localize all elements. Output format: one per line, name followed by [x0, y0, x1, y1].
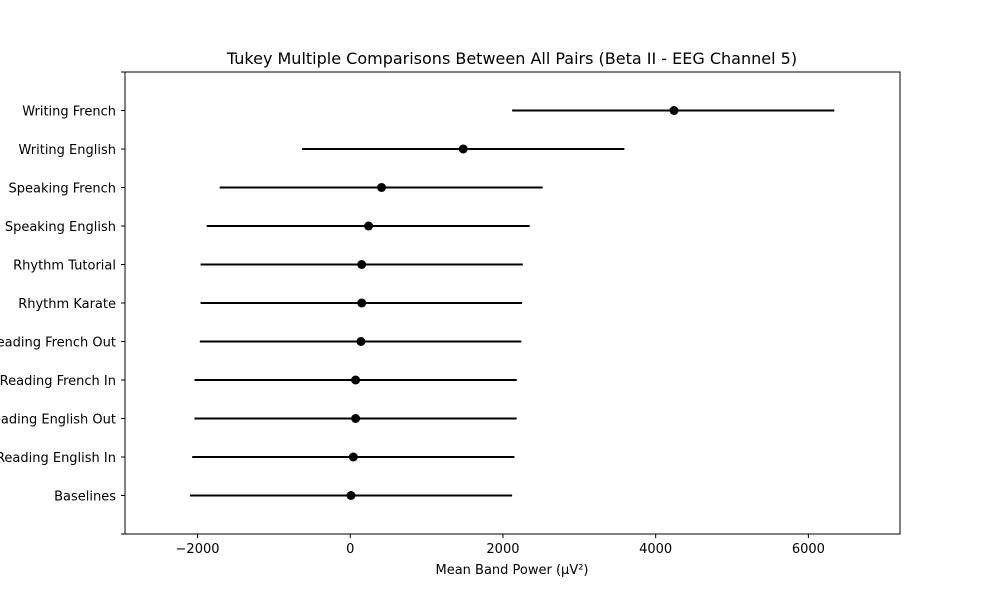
mean-point — [356, 337, 366, 346]
mean-point — [458, 144, 468, 154]
plot-frame — [124, 71, 901, 535]
y-tick-label: Reading French Out — [0, 336, 116, 351]
chart-title: Tukey Multiple Comparisons Between All P… — [226, 49, 797, 68]
y-tick-label: Rhythm Tutorial — [13, 259, 116, 274]
mean-point — [357, 260, 367, 269]
x-tick-label: 0 — [346, 542, 354, 557]
mean-point — [357, 298, 367, 308]
mean-point — [351, 414, 361, 423]
y-tick-label: Reading French In — [0, 374, 116, 389]
mean-point — [348, 452, 358, 462]
x-tick-label: 2000 — [486, 542, 519, 557]
y-tick-label: Reading English Out — [0, 413, 116, 428]
x-tick-label: −2000 — [176, 542, 220, 557]
mean-point — [669, 106, 679, 115]
mean-point — [377, 183, 387, 192]
y-tick-label: Writing English — [19, 143, 117, 158]
y-tick-label: Reading English In — [0, 451, 116, 466]
y-tick-label: Writing French — [22, 105, 116, 120]
x-axis-label: Mean Band Power (µV²) — [435, 563, 588, 578]
axis-ticks: −2000 0 2000 4000 6000 Writing French Writing … — [0, 71, 825, 557]
chart-marks — [189, 106, 835, 500]
x-tick-label: 6000 — [792, 542, 825, 557]
y-tick-label: Rhythm Karate — [18, 297, 116, 312]
x-tick-label: 4000 — [639, 542, 672, 557]
mean-point — [346, 491, 356, 500]
mean-point — [351, 375, 361, 385]
y-tick-label: Speaking French — [9, 182, 116, 197]
y-tick-label: Speaking English — [5, 220, 116, 235]
y-tick-label: Baselines — [54, 490, 116, 505]
mean-point — [364, 221, 374, 231]
